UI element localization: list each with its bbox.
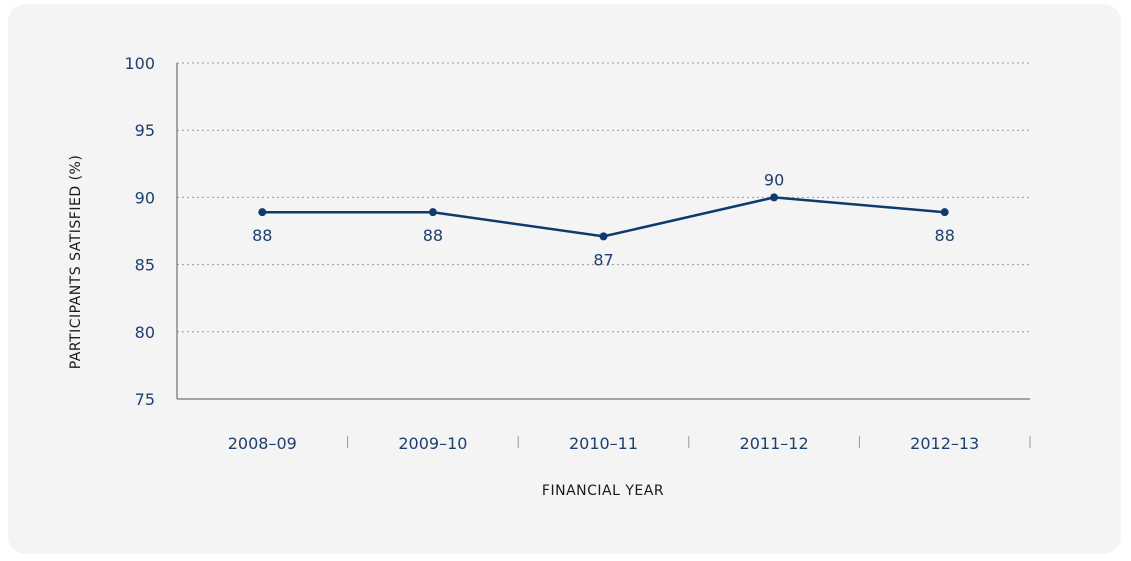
data-label: 90 [764,170,784,189]
x-tick-label: 2011–12 [740,434,809,453]
data-labels: 88 88 87 90 88 [252,170,955,269]
data-point [599,232,608,241]
series-line [262,196,945,238]
x-tick-labels: 2008–09 2009–10 2010–11 2011–12 2012–13 [228,434,979,453]
data-label: 87 [593,250,613,269]
x-separators [347,436,1031,448]
y-tick-label: 80 [135,323,155,342]
chart-card [8,4,1121,554]
y-tick-labels: 100 95 90 85 80 75 [124,54,155,409]
gridlines [177,62,1030,333]
data-point [940,208,949,217]
data-label: 88 [935,226,955,245]
data-label: 88 [423,226,443,245]
y-tick-label: 85 [135,256,155,275]
x-axis-title: FINANCIAL YEAR [542,483,664,499]
x-tick-label: 2009–10 [398,434,467,453]
data-point [770,193,779,202]
x-tick-label: 2008–09 [228,434,297,453]
y-tick-label: 75 [135,390,155,409]
y-tick-label: 90 [135,188,155,207]
y-tick-label: 100 [124,54,155,73]
y-tick-label: 95 [135,121,155,140]
data-label: 88 [252,226,272,245]
x-tick-label: 2010–11 [569,434,638,453]
y-axis-title: PARTICIPANTS SATISFIED (%) [68,155,84,370]
data-point [428,208,437,217]
data-point [258,208,267,217]
data-points [258,193,949,241]
x-tick-label: 2012–13 [910,434,979,453]
